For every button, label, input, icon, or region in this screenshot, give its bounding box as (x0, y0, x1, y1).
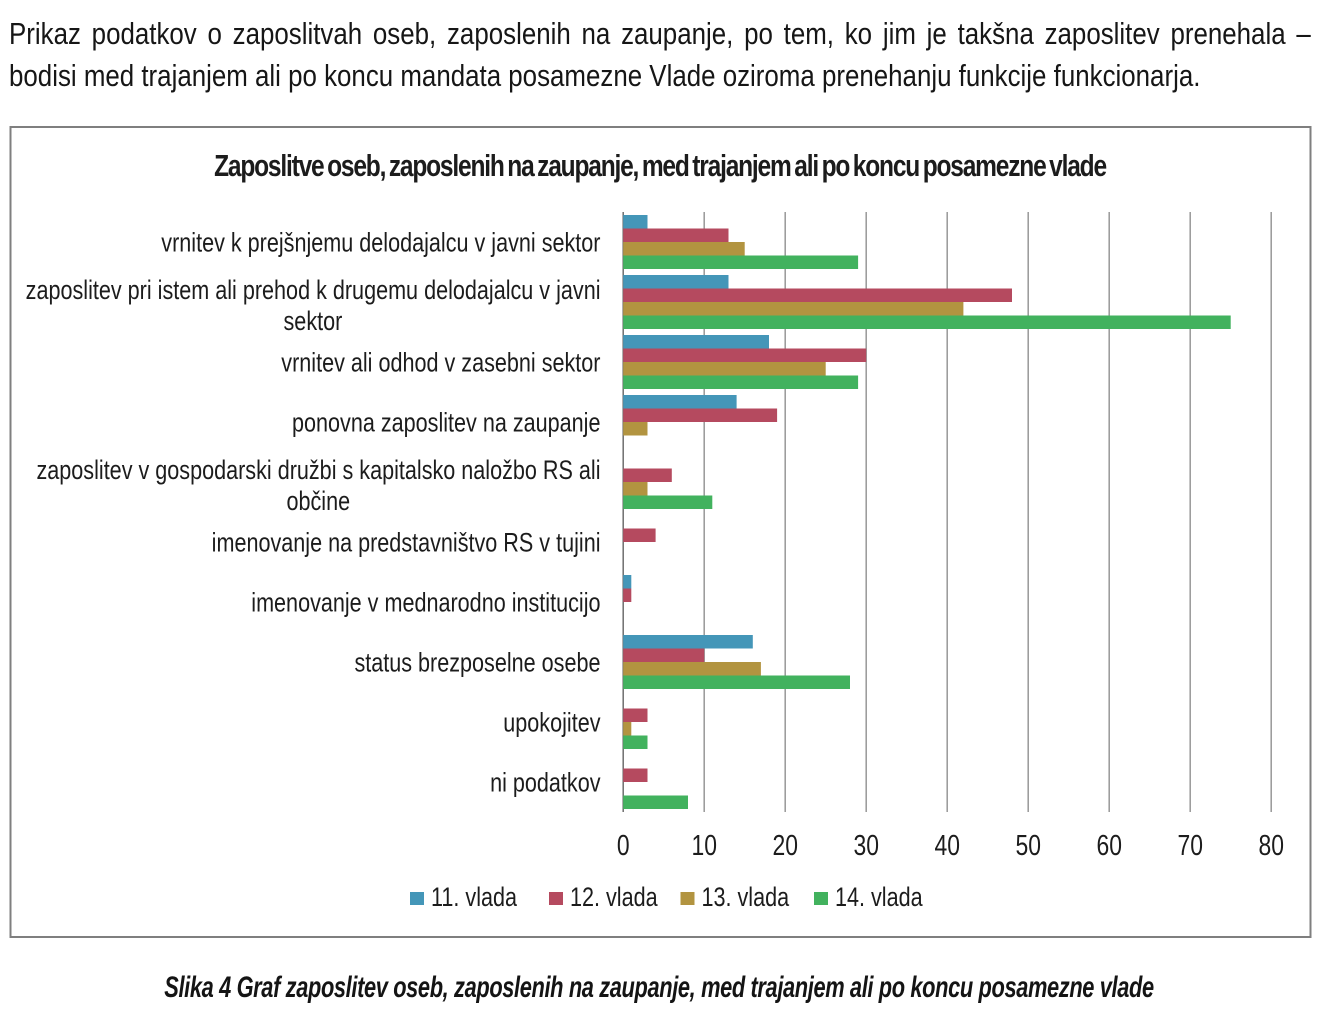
svg-text:občine: občine (286, 487, 350, 517)
svg-text:vrnitev k prejšnjemu delodajal: vrnitev k prejšnjemu delodajalcu v javni… (161, 228, 600, 258)
svg-text:imenovanje v mednarodno instit: imenovanje v mednarodno institucijo (251, 588, 600, 618)
svg-text:ni podatkov: ni podatkov (490, 768, 601, 798)
svg-text:zaposlitev v gospodarski družb: zaposlitev v gospodarski družbi s kapita… (36, 456, 600, 486)
svg-text:11. vlada: 11. vlada (431, 883, 517, 913)
svg-text:20: 20 (772, 828, 797, 861)
svg-text:Slika 4 Graf zaposlitev oseb,: Slika 4 Graf zaposlitev oseb, zaposlenih… (164, 970, 1153, 1004)
svg-text:status brezposelne osebe: status brezposelne osebe (354, 648, 600, 678)
svg-text:10: 10 (691, 828, 716, 861)
svg-text:zaposlitev pri istem ali preho: zaposlitev pri istem ali prehod k drugem… (26, 276, 601, 306)
svg-text:14. vlada: 14. vlada (835, 883, 923, 913)
svg-text:30: 30 (853, 828, 878, 861)
svg-text:70: 70 (1177, 828, 1202, 861)
svg-text:0: 0 (617, 828, 630, 861)
svg-text:ponovna zaposlitev na zaupanje: ponovna zaposlitev na zaupanje (292, 408, 600, 438)
svg-text:50: 50 (1015, 828, 1040, 861)
svg-text:sektor: sektor (284, 307, 343, 337)
svg-text:vrnitev ali odhod v zasebni se: vrnitev ali odhod v zasebni sektor (281, 348, 600, 378)
svg-text:12. vlada: 12. vlada (570, 883, 658, 913)
svg-text:upokojitev: upokojitev (503, 708, 601, 738)
svg-text:80: 80 (1258, 828, 1283, 861)
svg-text:Zaposlitve oseb, zaposlenih na: Zaposlitve oseb, zaposlenih na zaupanje,… (214, 148, 1107, 182)
svg-text:60: 60 (1096, 828, 1121, 861)
svg-text:imenovanje na predstavništvo R: imenovanje na predstavništvo RS v tujini (212, 528, 601, 558)
svg-text:13. vlada: 13. vlada (702, 883, 790, 913)
svg-text:40: 40 (934, 828, 959, 861)
